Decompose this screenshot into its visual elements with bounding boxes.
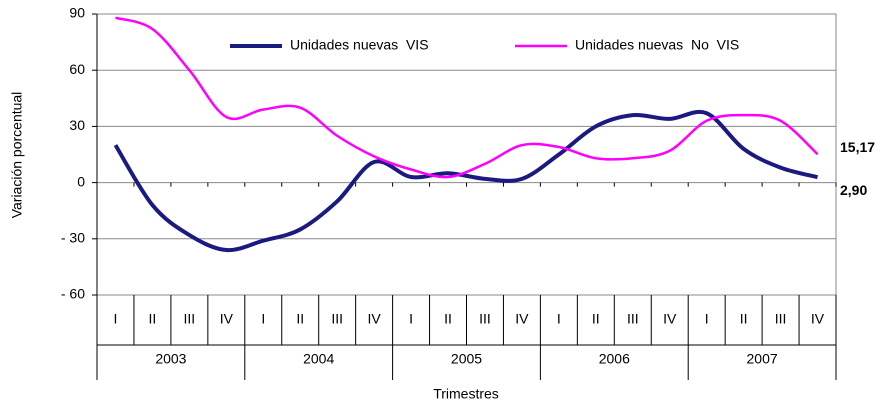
x-tick-label: IV xyxy=(811,311,825,327)
y-tick-label: 30 xyxy=(69,117,85,133)
y-tick-label: 60 xyxy=(69,61,85,77)
legend-label: Unidades nuevas No VIS xyxy=(575,37,739,53)
x-tick-label: IV xyxy=(663,311,677,327)
x-tick-label: III xyxy=(479,311,491,327)
x-axis-title: Trimestres xyxy=(433,386,499,402)
x-tick-label: II xyxy=(296,311,304,327)
y-axis-title: Variación porcentual xyxy=(9,92,25,219)
group-label: 2006 xyxy=(599,351,630,367)
group-label: 2007 xyxy=(747,351,778,367)
y-tick-label: 90 xyxy=(69,5,85,21)
x-tick-label: II xyxy=(740,311,748,327)
end-value-label: 15,17 xyxy=(840,139,875,155)
x-tick-label: I xyxy=(705,311,709,327)
x-tick-label: II xyxy=(444,311,452,327)
x-tick-label: III xyxy=(627,311,639,327)
y-tick-label: - 60 xyxy=(61,286,85,302)
y-tick-label: 0 xyxy=(77,173,85,189)
x-tick-label: II xyxy=(592,311,600,327)
x-tick-label: I xyxy=(409,311,413,327)
x-tick-label: I xyxy=(114,311,118,327)
end-value-label: 2,90 xyxy=(840,182,867,198)
x-tick-label: IV xyxy=(515,311,529,327)
x-tick-label: III xyxy=(184,311,196,327)
series-line xyxy=(115,16,819,179)
plot-border xyxy=(96,13,837,296)
group-label: 2003 xyxy=(155,351,186,367)
x-tick-label: I xyxy=(261,311,265,327)
x-tick-label: II xyxy=(149,311,157,327)
x-tick-label: I xyxy=(557,311,561,327)
series-line xyxy=(113,110,819,253)
x-tick-label: IV xyxy=(220,311,234,327)
legend-label: Unidades nuevas VIS xyxy=(290,37,429,53)
group-label: 2005 xyxy=(451,351,482,367)
x-tick-label: IV xyxy=(368,311,382,327)
x-tick-label: III xyxy=(775,311,787,327)
group-label: 2004 xyxy=(303,351,334,367)
x-tick-label: III xyxy=(331,311,343,327)
y-tick-label: - 30 xyxy=(61,230,85,246)
